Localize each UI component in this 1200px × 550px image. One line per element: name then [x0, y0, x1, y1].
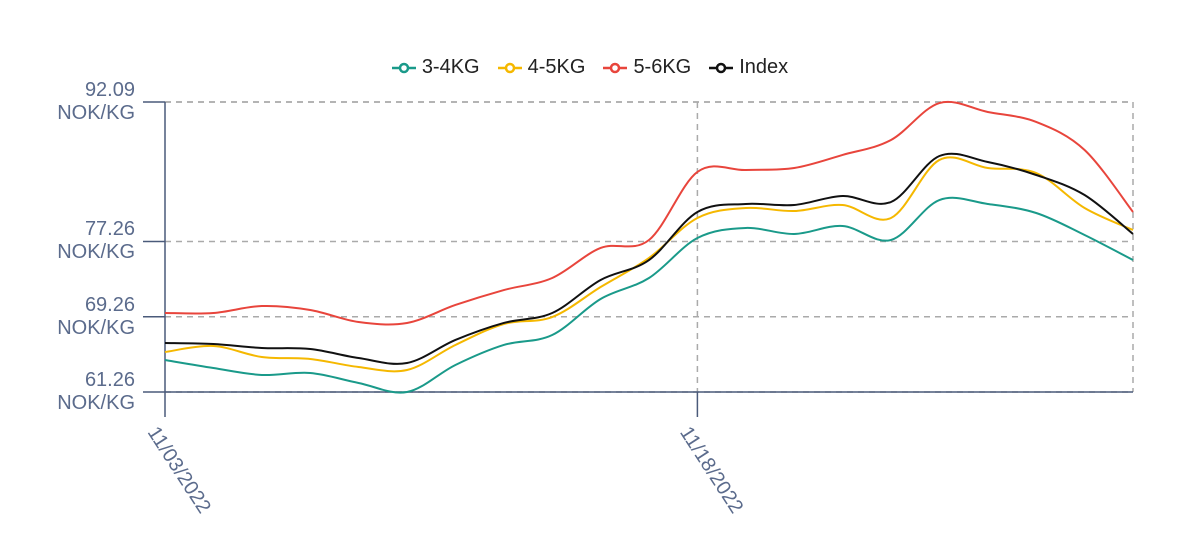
legend: 3-4KG 4-5KG 5-6KG Index: [0, 56, 1180, 79]
legend-dot: [504, 62, 515, 73]
legend-marker: [709, 62, 734, 73]
legend-dot: [610, 62, 621, 73]
legend-label: 3-4KG: [421, 56, 480, 78]
y-tick-label: 69.26 NOK/KG: [57, 293, 135, 339]
legend-item[interactable]: 3-4KG: [391, 56, 480, 79]
legend-dot: [716, 62, 727, 73]
y-tick-label: 61.26 NOK/KG: [57, 369, 135, 414]
series-line: [164, 100, 1134, 326]
legend-dot: [398, 62, 410, 73]
legend-label: 5-6KG: [633, 56, 692, 78]
legend-label: Index: [739, 56, 789, 78]
legend-marker: [603, 62, 628, 73]
series-line: [164, 196, 1134, 394]
legend-item[interactable]: 5-6KG: [603, 56, 691, 79]
legend-item[interactable]: Index: [709, 56, 788, 79]
x-tick-label: 11/18/2022: [675, 423, 747, 518]
y-tick-label: 92.09 NOK/KG: [57, 79, 135, 124]
x-tick-label: 11/03/2022: [143, 423, 215, 518]
legend-marker: [497, 62, 522, 73]
series-line: [164, 152, 1134, 365]
legend-marker: [391, 62, 416, 73]
legend-label: 4-5KG: [527, 56, 586, 78]
series-line: [164, 156, 1134, 373]
y-tick-label: 77.26 NOK/KG: [57, 218, 135, 264]
legend-item[interactable]: 4-5KG: [497, 56, 586, 79]
